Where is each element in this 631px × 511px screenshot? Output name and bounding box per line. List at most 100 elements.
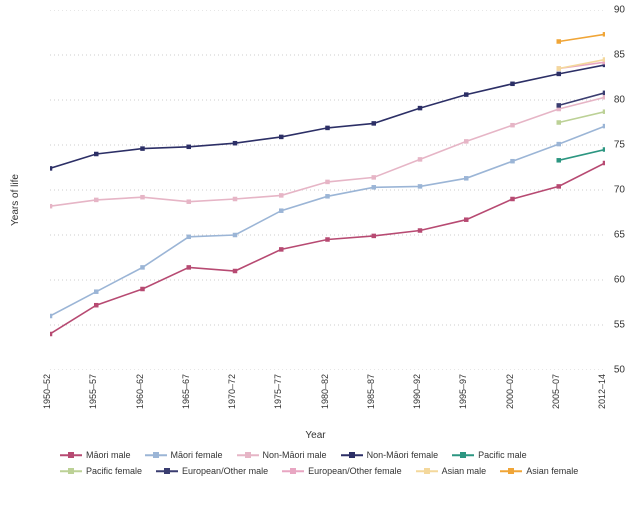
legend-swatch [416, 467, 438, 475]
series-marker [94, 303, 99, 308]
x-tick-label: 1980–82 [320, 374, 330, 409]
x-tick-label: 2005–07 [551, 374, 561, 409]
series-marker [140, 146, 145, 151]
legend-item: Non-Māori male [237, 450, 327, 460]
series-marker [557, 66, 562, 71]
series-line [559, 112, 605, 123]
series-marker [557, 120, 562, 125]
legend-swatch [452, 451, 474, 459]
series-marker [603, 161, 605, 166]
x-tick-label: 1960–62 [135, 374, 145, 409]
life-expectancy-chart: 505560657075808590 1950–521955–571960–62… [0, 0, 631, 511]
x-tick-label: 1970–72 [227, 374, 237, 409]
legend-swatch [282, 467, 304, 475]
series-marker [557, 158, 562, 163]
y-tick-label: 85 [579, 50, 625, 61]
legend-label: Māori female [171, 450, 223, 460]
series-marker [510, 159, 515, 164]
series-marker [557, 184, 562, 189]
series-marker [603, 109, 605, 114]
series-line [50, 65, 605, 168]
series-marker [325, 180, 330, 185]
legend-swatch [60, 467, 82, 475]
series-marker [187, 199, 192, 204]
series-marker [233, 141, 238, 146]
series-marker [94, 289, 99, 294]
x-tick-label: 2000–02 [505, 374, 515, 409]
legend-item: European/Other male [156, 466, 268, 476]
series-marker [50, 314, 52, 319]
series-marker [510, 123, 515, 128]
series-marker [140, 195, 145, 200]
series-marker [233, 269, 238, 274]
series-marker [557, 72, 562, 77]
series-marker [372, 121, 377, 126]
series-marker [94, 152, 99, 157]
series-line [50, 163, 605, 334]
series-marker [233, 197, 238, 202]
series-marker [187, 235, 192, 240]
x-tick-label: 1985–87 [366, 374, 376, 409]
legend-item: Pacific male [452, 450, 527, 460]
series-marker [372, 234, 377, 239]
legend-swatch [156, 467, 178, 475]
series-marker [510, 197, 515, 202]
series-marker [50, 204, 52, 209]
x-tick-label: 1995–97 [458, 374, 468, 409]
series-marker [372, 175, 377, 180]
x-tick-label: 2012–14 [597, 374, 607, 409]
series-marker [418, 184, 423, 189]
series-marker [418, 106, 423, 111]
legend-swatch [341, 451, 363, 459]
legend-label: European/Other male [182, 466, 268, 476]
x-axis-title: Year [305, 430, 325, 441]
series-marker [187, 145, 192, 150]
legend-label: Non-Māori female [367, 450, 439, 460]
legend-item: Pacific female [60, 466, 142, 476]
series-marker [279, 208, 284, 213]
y-tick-label: 75 [579, 140, 625, 151]
legend-label: Māori male [86, 450, 131, 460]
legend-item: Māori male [60, 450, 131, 460]
x-tick-label: 1950–52 [42, 374, 52, 409]
series-marker [603, 124, 605, 129]
series-marker [464, 176, 469, 181]
series-marker [464, 217, 469, 222]
y-tick-label: 60 [579, 275, 625, 286]
legend-swatch [145, 451, 167, 459]
legend-item: European/Other female [282, 466, 402, 476]
y-tick-label: 70 [579, 185, 625, 196]
series-marker [557, 103, 562, 108]
legend: Māori male Māori female Non-Māori male Non-… [60, 450, 611, 476]
x-tick-label: 1975–77 [273, 374, 283, 409]
legend-item: Non-Māori female [341, 450, 439, 460]
series-marker [557, 142, 562, 147]
series-marker [140, 287, 145, 292]
legend-label: Pacific female [86, 466, 142, 476]
plot-svg [50, 10, 605, 370]
series-marker [464, 139, 469, 144]
series-marker [140, 265, 145, 270]
series-line [50, 97, 605, 206]
legend-item: Asian male [416, 466, 487, 476]
series-marker [94, 198, 99, 203]
legend-label: Asian female [526, 466, 578, 476]
series-marker [279, 135, 284, 140]
legend-label: European/Other female [308, 466, 402, 476]
legend-swatch [500, 467, 522, 475]
y-tick-label: 90 [579, 5, 625, 16]
series-line [559, 150, 605, 161]
series-marker [325, 237, 330, 242]
series-marker [279, 247, 284, 252]
series-marker [325, 126, 330, 130]
y-tick-label: 55 [579, 320, 625, 331]
series-marker [372, 185, 377, 190]
series-line [50, 126, 605, 316]
series-marker [50, 166, 52, 171]
legend-item: Māori female [145, 450, 223, 460]
series-marker [510, 82, 515, 87]
series-marker [279, 193, 284, 198]
series-marker [464, 92, 469, 97]
plot-area [50, 10, 605, 370]
y-tick-label: 80 [579, 95, 625, 106]
